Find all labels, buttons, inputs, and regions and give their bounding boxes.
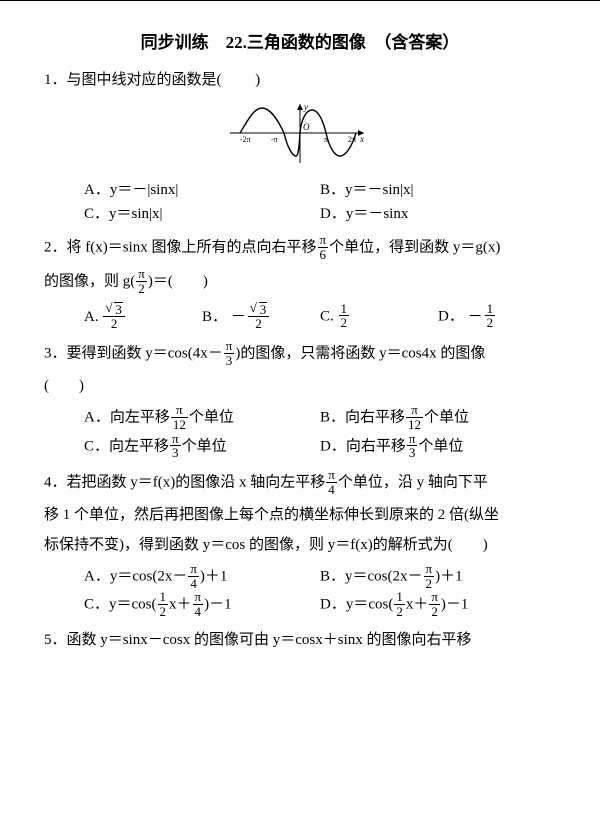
curve-path [240, 108, 356, 156]
axis-y-label: y [303, 102, 308, 112]
q4-choice-d: D．y＝cos(12x＋π2)－1 [320, 591, 556, 619]
q1-stem-a: 1．与图中线对应的函数是( [44, 72, 222, 88]
q3-choice-d: D．向右平移π3个单位 [320, 433, 556, 461]
q1-graph: y x O -2π -π π 2π [230, 98, 370, 168]
question-3: 3．要得到函数 y＝cos(4x－π3)的图像，只需将函数 y＝cos4x 的图… [44, 340, 556, 368]
q2-l1b: 个单位，得到函数 y＝g(x) [329, 240, 500, 256]
q4-choice-b: B．y＝cos(2x－π2)＋1 [320, 563, 556, 591]
q3-line2: ( ) [44, 374, 556, 398]
question-1: 1．与图中线对应的函数是( ) [44, 68, 556, 92]
question-2: 2．将 f(x)＝sinx 图像上所有的点向右平移π6个单位，得到函数 y＝g(… [44, 234, 556, 262]
question-5: 5．函数 y＝sinx－cosx 的图像可由 y＝cosx＋sinx 的图像向右… [44, 628, 556, 652]
tick-neg2pi: -2π [240, 135, 251, 144]
q2-choices: A. 32 B． －32 C. 12 D． －12 [84, 303, 556, 332]
q4-frac-pi4: π4 [326, 468, 337, 496]
q3-choice-b: B．向右平移π12个单位 [320, 404, 556, 432]
q1-choice-a: A．y＝－|sinx| [84, 178, 320, 202]
q4-choices: A．y＝cos(2x－π4)＋1 B．y＝cos(2x－π2)＋1 C．y＝co… [84, 563, 556, 620]
q3-frac-pi3: π3 [224, 339, 235, 367]
q4-choice-a: A．y＝cos(2x－π4)＋1 [84, 563, 320, 591]
q3-l1a: 3．要得到函数 y＝cos(4x－ [44, 346, 223, 362]
q2-l2a: 的图像，则 g( [44, 274, 135, 290]
question-4: 4．若把函数 y＝f(x)的图像沿 x 轴向左平移π4个单位，沿 y 轴向下平 [44, 469, 556, 497]
q3-choice-c: C．向左平移π3个单位 [84, 433, 320, 461]
axis-x-label: x [359, 134, 364, 144]
q1-choices: A．y＝－|sinx| B．y＝－sin|x| C．y＝sin|x| D．y＝－… [84, 178, 556, 226]
q2-frac-pi6: π6 [318, 233, 329, 261]
q4-line2: 移 1 个单位，然后再把图像上每个点的横坐标伸长到原来的 2 倍(纵坐 [44, 503, 556, 527]
tick-negpi: -π [271, 135, 278, 144]
q2-frac-pi2: π2 [136, 267, 147, 295]
q4-l1a: 4．若把函数 y＝f(x)的图像沿 x 轴向左平移 [44, 474, 325, 490]
q4-line3: 标保持不变)，得到函数 y＝cos 的图像，则 y＝f(x)的解析式为( ) [44, 533, 556, 557]
q1-choice-c: C．y＝sin|x| [84, 202, 320, 226]
q1-choice-b: B．y＝－sin|x| [320, 178, 556, 202]
q2-choice-a: A. 32 [84, 303, 202, 332]
q4-choice-c: C．y＝cos(12x＋π4)－1 [84, 591, 320, 619]
q2-l1a: 2．将 f(x)＝sinx 图像上所有的点向右平移 [44, 240, 317, 256]
q4-l1b: 个单位，沿 y 轴向下平 [338, 474, 488, 490]
q2-l2b: )＝( ) [148, 274, 208, 290]
q2-choice-d: D． －12 [438, 303, 556, 332]
q2-choice-c: C. 12 [320, 303, 438, 332]
q3-choice-a: A．向左平移π12个单位 [84, 404, 320, 432]
q2-line2: 的图像，则 g(π2)＝( ) [44, 268, 556, 296]
page-title: 同步训练 22.三角函数的图像 （含答案） [44, 29, 556, 56]
worksheet-page: 同步训练 22.三角函数的图像 （含答案） 1．与图中线对应的函数是( ) y … [0, 0, 600, 833]
origin-label: O [303, 122, 310, 132]
q3-choices: A．向左平移π12个单位 B．向右平移π12个单位 C．向左平移π3个单位 D．… [84, 404, 556, 461]
q1-choice-d: D．y＝－sinx [320, 202, 556, 226]
q3-l1b: )的图像，只需将函数 y＝cos4x 的图像 [235, 346, 485, 362]
q2-choice-b: B． －32 [202, 303, 320, 332]
q1-stem-b: ) [225, 72, 260, 88]
